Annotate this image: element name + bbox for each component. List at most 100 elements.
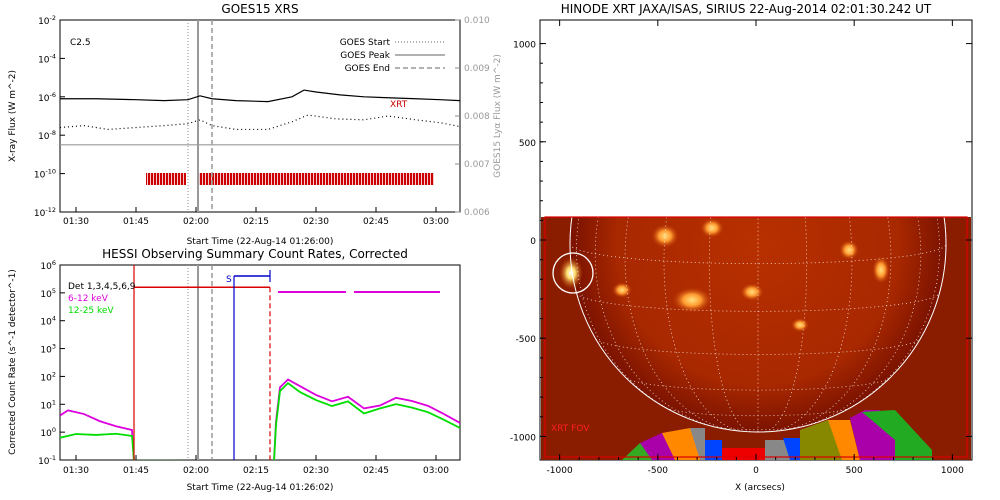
xrt-xtick-label: 1000 — [941, 466, 964, 476]
xrt-xtick-label: 0 — [753, 466, 759, 476]
goes-xtick-label: 02:15 — [243, 217, 269, 227]
hessi-series-0 — [60, 378, 460, 460]
disk-grid-longitude — [624, 217, 738, 432]
hessi-xtick-label: 02:45 — [363, 466, 389, 476]
goes-ylabel: X-ray Flux (W m^-2) — [8, 70, 18, 162]
bright-region-west — [872, 256, 890, 284]
goes-panel: GOES15 XRS 01:30 01:45 02:00 02:15 02:30 02:4… — [8, 2, 503, 247]
goes-series-0 — [60, 89, 460, 103]
disk-grid-latitude — [576, 196, 939, 215]
bright-region-south — [791, 318, 809, 332]
hessi-xtick-label: 01:30 — [63, 466, 89, 476]
bright-region-mid — [740, 283, 764, 301]
disk-grid-longitude — [943, 217, 947, 245]
xrt-fov-label: XRT FOV — [551, 424, 590, 434]
goes-y2tick-label: 0.007 — [464, 160, 490, 170]
hessi-ytick-label: 105 — [40, 287, 56, 300]
goes-xtick-label: 02:45 — [363, 217, 389, 227]
disk-grid-longitude — [663, 217, 744, 432]
bright-region-north-2 — [700, 218, 724, 238]
hessi-xtick-label: 01:45 — [123, 466, 149, 476]
xrt-ytick-label: -500 — [516, 335, 537, 345]
disk-grid-latitude — [713, 426, 803, 431]
disk-grid-latitude — [709, 63, 806, 68]
disk-grid-longitude — [765, 217, 808, 432]
bright-region-east — [612, 282, 632, 298]
hessi-title: HESSI Observing Summary Count Rates, Cor… — [102, 247, 408, 261]
goes-y2tick-label: 0.006 — [464, 208, 490, 218]
hessi-legend-label: 6-12 keV — [68, 294, 109, 304]
hessi-saa-label: S — [226, 275, 232, 285]
hessi-xlabel: Start Time (22-Aug-14 01:26:02) — [187, 483, 334, 493]
goes-xlabel: Start Time (22-Aug-14 01:26:00) — [187, 237, 334, 247]
goes-xtick-label: 02:30 — [303, 217, 329, 227]
solar-disk — [570, 217, 946, 432]
goes-series-1 — [60, 114, 460, 131]
disk-grid-longitude — [569, 217, 573, 245]
hessi-ytick-label: 101 — [40, 398, 56, 411]
bottom-artifact-blocks — [622, 410, 932, 460]
hessi-series-1 — [60, 381, 460, 460]
hessi-legend-label: 12-25 keV — [68, 306, 114, 316]
disk-grid-latitude — [625, 112, 891, 126]
goes-y2tick-label: 0.009 — [464, 64, 490, 74]
xrt-title: HINODE XRT JAXA/ISAS, SIRIUS 22-Aug-2014… — [561, 2, 932, 16]
goes-flare-class: C2.5 — [70, 38, 91, 48]
hessi-xtick-label: 02:15 — [243, 466, 269, 476]
goes-xtick-label: 03:00 — [423, 217, 449, 227]
goes-xtick-label: 01:45 — [123, 217, 149, 227]
xrt-xtick-label: -500 — [648, 466, 669, 476]
xrt-ytick-label: 1000 — [513, 41, 536, 51]
goes-ylabel-right: GOES15 Lyα Flux (W m^-2) — [493, 54, 503, 178]
disk-grid-longitude — [594, 217, 725, 430]
solar-limb — [569, 55, 947, 433]
xrt-xlabel: X (arcsecs) — [735, 483, 785, 493]
goes-xtick-label: 01:30 — [63, 217, 89, 227]
hessi-ytick-label: 10-1 — [38, 454, 56, 467]
disk-grid-latitude — [595, 338, 921, 355]
bright-region-north-1 — [651, 224, 679, 248]
xrt-ytick-label: -1000 — [510, 433, 536, 443]
hessi-xtick-label: 03:00 — [423, 466, 449, 476]
goes-ytick-label: 10-12 — [34, 206, 56, 219]
xrt-panel: HINODE XRT JAXA/ISAS, SIRIUS 22-Aug-2014… — [510, 2, 973, 493]
disk-grid-longitude — [778, 217, 892, 432]
disk-grid-longitude — [772, 217, 853, 432]
hessi-panel: HESSI Observing Summary Count Rates, Cor… — [8, 247, 461, 493]
xrt-window-0 — [146, 173, 186, 185]
xrt-ytick-label: 0 — [530, 237, 536, 247]
disk-grid-latitude — [595, 151, 921, 168]
goes-title: GOES15 XRS — [221, 2, 298, 16]
goes-ytick-label: 10-6 — [38, 91, 56, 104]
disk-grid-latitude — [626, 378, 890, 391]
xrt-xtick-label: -1000 — [547, 466, 573, 476]
xrt-xtick-label: 500 — [846, 466, 863, 476]
bright-region-center — [672, 287, 712, 313]
goes-xrt-label: XRT — [390, 100, 408, 110]
xrt-window-1 — [198, 173, 434, 185]
goes-ytick-label: 10-8 — [38, 129, 56, 142]
goes-legend-label: GOES Peak — [340, 51, 390, 61]
disk-grid-longitude — [791, 217, 922, 430]
hessi-legend-label: Det 1,3,4,5,6,9 — [68, 282, 136, 292]
hessi-ylabel: Corrected Count Rate (s^-1 detector^-1) — [8, 269, 18, 455]
goes-y2tick-label: 0.010 — [464, 16, 490, 26]
disk-grid-longitude — [708, 217, 751, 432]
circled-region — [552, 252, 594, 294]
goes-legend-label: GOES Start — [340, 38, 391, 48]
hessi-xtick-label: 02:00 — [183, 466, 209, 476]
bright-region-limb — [559, 257, 583, 289]
disk-grid-latitude — [664, 82, 852, 92]
goes-ytick-label: 10-4 — [38, 52, 56, 65]
hessi-plot-frame — [59, 264, 461, 461]
goes-ytick-label: 10-2 — [38, 14, 56, 27]
hessi-ytick-label: 100 — [40, 426, 56, 439]
hessi-ytick-label: 104 — [40, 315, 56, 328]
hessi-ytick-label: 106 — [40, 259, 56, 272]
hessi-ytick-label: 103 — [40, 343, 56, 356]
goes-legend-label: GOES End — [345, 64, 390, 74]
hessi-xtick-label: 02:30 — [303, 466, 329, 476]
xrt-ytick-label: 500 — [519, 139, 536, 149]
goes-y2tick-label: 0.008 — [464, 112, 490, 122]
goes-ytick-label: 10-10 — [34, 168, 56, 181]
